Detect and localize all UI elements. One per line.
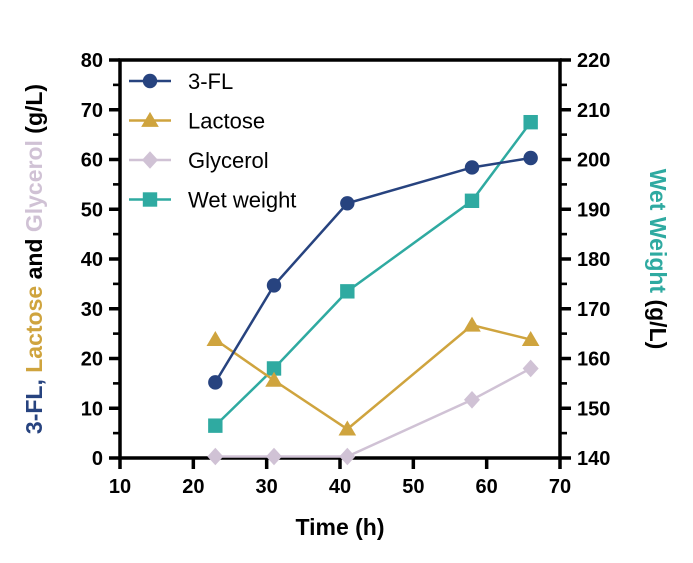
data-point-diamond — [142, 151, 158, 169]
right-tick-label: 140 — [577, 448, 610, 470]
legend-item-wet-weight: Wet weight — [129, 188, 296, 213]
data-point-circle — [523, 150, 538, 166]
data-point-circle — [266, 278, 282, 293]
data-point-square — [523, 114, 538, 130]
series-wet-weight — [208, 114, 538, 433]
data-point-circle — [340, 196, 355, 211]
x-tick-label: 60 — [476, 476, 498, 498]
series-lactose — [206, 316, 540, 436]
left-tick-label: 20 — [81, 349, 103, 371]
data-point-diamond — [464, 390, 480, 409]
right-tick-label: 210 — [577, 100, 610, 122]
left-tick-label: 0 — [92, 448, 103, 470]
right-tick-label: 150 — [577, 398, 610, 420]
right-axis-title: Wet Weight (g/L) — [645, 169, 671, 350]
legend-item-glycerol: Glycerol — [129, 148, 269, 173]
legend-label: Wet weight — [188, 188, 296, 213]
data-point-square — [340, 284, 355, 299]
right-tick-label: 220 — [577, 50, 610, 72]
left-tick-label: 50 — [81, 199, 103, 221]
legend-label: Glycerol — [188, 148, 269, 173]
data-point-triangle — [521, 330, 540, 346]
series-glycerol — [207, 359, 539, 466]
left-tick-label: 70 — [81, 100, 103, 122]
legend-item-lactose: Lactose — [129, 109, 265, 134]
left-tick-label: 10 — [81, 398, 103, 420]
legend-label: Lactose — [188, 109, 265, 134]
right-tick-label: 190 — [577, 199, 610, 221]
data-point-square — [208, 418, 223, 433]
data-point-square — [464, 193, 480, 208]
legend-item-3-fl: 3-FL — [129, 69, 233, 94]
right-tick-label: 200 — [577, 150, 610, 172]
x-tick-label: 20 — [182, 476, 204, 498]
x-tick-label: 40 — [329, 476, 351, 498]
left-axis-title: 3-FL, Lactose and Glycerol (g/L) — [21, 84, 47, 434]
data-point-square — [266, 361, 282, 376]
right-tick-label: 180 — [577, 249, 610, 271]
data-point-diamond — [266, 447, 282, 466]
data-point-circle — [142, 73, 158, 89]
x-tick-label: 50 — [402, 476, 424, 498]
left-tick-label: 30 — [81, 299, 103, 321]
series-line — [214, 323, 531, 431]
x-axis-title: Time (h) — [295, 514, 384, 540]
series-3-fl — [208, 150, 538, 390]
data-point-triangle — [141, 111, 159, 127]
x-tick-label: 10 — [109, 476, 131, 498]
data-point-triangle — [463, 316, 481, 332]
data-point-triangle — [265, 371, 283, 387]
x-tick-label: 70 — [549, 476, 571, 498]
left-tick-label: 40 — [81, 249, 103, 271]
x-tick-label: 30 — [256, 476, 278, 498]
data-point-diamond — [522, 359, 539, 378]
axis-ticks — [109, 58, 571, 469]
right-tick-label: 170 — [577, 299, 610, 321]
data-point-square — [142, 192, 158, 207]
data-point-diamond — [339, 447, 356, 466]
data-point-triangle — [206, 330, 225, 346]
data-point-diamond — [207, 447, 224, 466]
legend-label: 3-FL — [188, 69, 233, 94]
data-point-circle — [208, 375, 223, 390]
right-tick-label: 160 — [577, 349, 610, 371]
left-tick-label: 80 — [81, 50, 103, 72]
legend: 3-FL Lactose Glycerol Wet weight — [129, 69, 296, 213]
plot-frame — [118, 58, 562, 460]
data-point-circle — [464, 160, 480, 175]
left-tick-label: 60 — [81, 150, 103, 172]
data-point-triangle — [338, 420, 357, 436]
series-line — [215, 367, 532, 458]
